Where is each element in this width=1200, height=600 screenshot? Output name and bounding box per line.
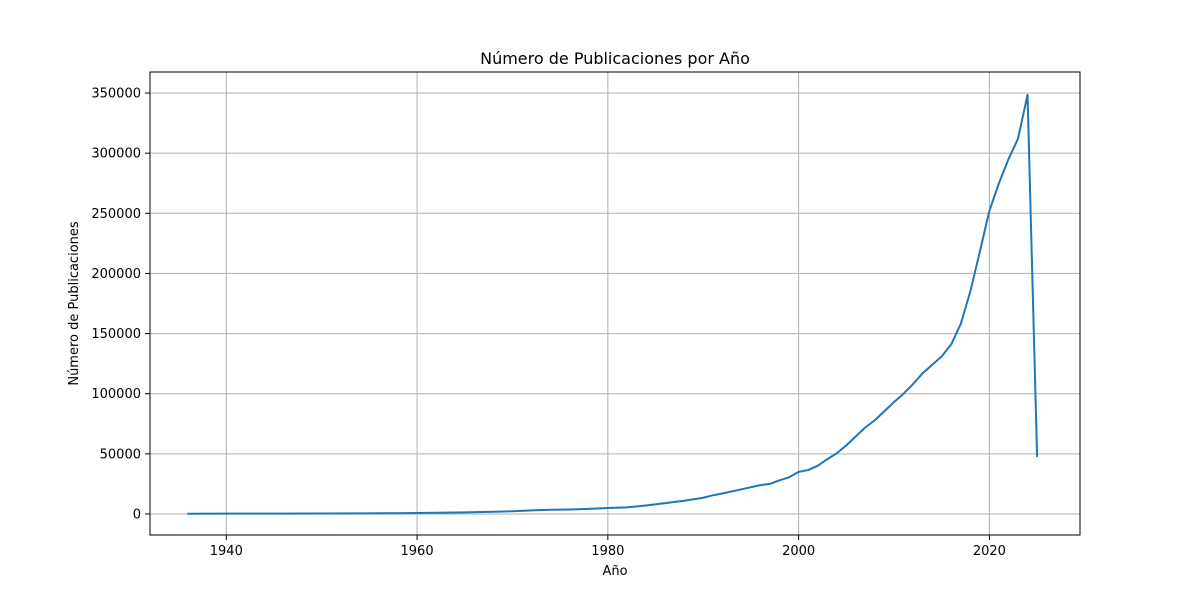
x-tick-label: 1980 <box>591 544 624 559</box>
x-tick-label: 2020 <box>973 544 1006 559</box>
y-tick-label: 0 <box>133 507 141 522</box>
y-axis-label: Número de Publicaciones <box>67 221 82 386</box>
grid-lines <box>150 72 1080 535</box>
y-tick-label: 250000 <box>91 207 141 222</box>
y-tick-label: 50000 <box>100 447 141 462</box>
plot-area-frame <box>149 71 1081 536</box>
x-tick-label: 1960 <box>401 544 434 559</box>
axis-ticks: 1940 1960 1980 2000 2020 0 50000 100000 150000 20… <box>91 87 1006 559</box>
y-tick-label: 350000 <box>91 87 141 102</box>
y-tick-label: 200000 <box>91 267 141 282</box>
series-line <box>187 93 1039 515</box>
x-tick-label: 1940 <box>210 544 243 559</box>
y-tick-label: 150000 <box>91 327 141 342</box>
chart-title: Número de Publicaciones por Año <box>480 49 750 68</box>
y-tick-label: 300000 <box>91 147 141 162</box>
x-tick-label: 2000 <box>782 544 815 559</box>
y-tick-label: 100000 <box>91 387 141 402</box>
x-axis-label: Año <box>602 564 627 579</box>
